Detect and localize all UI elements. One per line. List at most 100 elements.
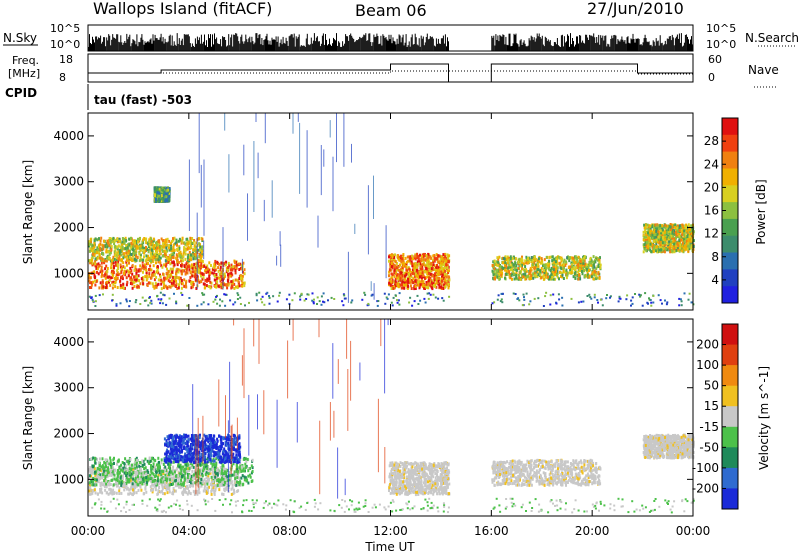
echo-cell [173,275,176,279]
echo-streak [255,113,257,122]
nsky-bar [550,45,552,51]
echo-cell [116,271,119,275]
echo-cell [116,269,119,273]
echo-cell [230,282,233,286]
echo-cell [97,248,100,252]
echo-cell [194,273,197,277]
echo-cell [645,223,648,227]
echo-cell [199,253,202,257]
echo-cell [192,251,194,255]
echo-cell [105,286,107,290]
echo-cell [185,267,188,271]
echo-cell [645,225,648,229]
nsky-bar [402,34,404,51]
echo-cell [197,270,200,274]
echo-cell [190,258,193,262]
echo-cell [539,261,542,265]
echo-cell [492,273,495,277]
freq-frame [87,53,694,83]
echo-cell [167,269,170,273]
echo-cell [515,257,518,261]
echo-cell [677,247,680,251]
nsky-bar [247,42,249,51]
echo-cell [118,239,121,243]
echo-cell [181,236,184,240]
echo-streak [373,283,375,300]
echo-cell [166,249,169,253]
nsky-bar [684,35,686,51]
echo-cell [208,273,211,276]
nsky-bar [364,35,366,51]
echo-cell [395,268,398,272]
echo-cell [155,240,158,244]
echo-cell [122,282,125,286]
echo-cell [131,286,134,290]
echo-cell [512,270,515,274]
power-cells [88,113,695,308]
echo-cell [112,236,115,240]
echo-cell [186,260,189,264]
nsky-bar [413,44,415,51]
echo-cell [655,245,658,249]
echo-cell [157,278,160,282]
nsky-tick-top: 10^5 [50,22,80,35]
echo-cell [506,257,509,261]
echo-cell [417,283,420,287]
echo-cell [157,239,160,243]
echo-cell [113,242,116,246]
nsky-bar [148,42,150,51]
nsky-bar [537,36,539,51]
nsky-bar [448,41,449,51]
echo-cell [128,243,131,247]
echo-cell [135,258,138,262]
echo-cell [676,242,679,246]
nsky-bar [573,41,574,51]
echo-cell [534,266,537,270]
clutter-cell [630,304,632,307]
echo-cell [184,283,187,287]
echo-cell [671,229,674,233]
clutter-cell [665,303,668,306]
echo-cell [444,266,447,270]
echo-cell [656,250,659,254]
nsky-bar [602,35,604,51]
echo-cell [595,267,598,271]
echo-cell [491,269,494,273]
nsky-bar [220,39,222,51]
echo-cell [654,227,657,231]
echo-cell [573,259,576,263]
nsky-bar [367,40,369,51]
echo-cell [241,284,244,288]
nsky-bar [498,41,500,51]
echo-cell [537,264,540,268]
clutter-cell [229,299,232,302]
nsky-bar [421,38,423,51]
echo-cell [426,285,429,289]
echo-cell [92,246,95,250]
echo-cell [100,236,103,240]
echo-cell [435,275,438,279]
nsky-bar [170,45,172,51]
nsky-bar [101,43,103,51]
echo-cell [574,255,577,259]
echo-cell [155,243,158,247]
echo-cell [498,272,501,276]
clutter-cell [115,303,118,306]
echo-cell [657,229,660,233]
echo-cell [522,275,525,279]
nsky-bar [419,46,421,51]
nsky-bar [124,41,126,51]
echo-cell [155,276,158,279]
nsky-bar [316,36,318,51]
echo-cell [115,273,118,277]
echo-cell [168,269,171,273]
echo-cell [677,245,680,249]
echo-cell [225,267,228,271]
echo-cell [88,240,91,244]
nsky-bar [333,37,334,51]
nsky-bar [207,47,208,51]
nsky-bar [383,35,385,51]
echo-cell [404,278,406,282]
echo-cell [205,284,208,288]
echo-cell [134,244,137,248]
